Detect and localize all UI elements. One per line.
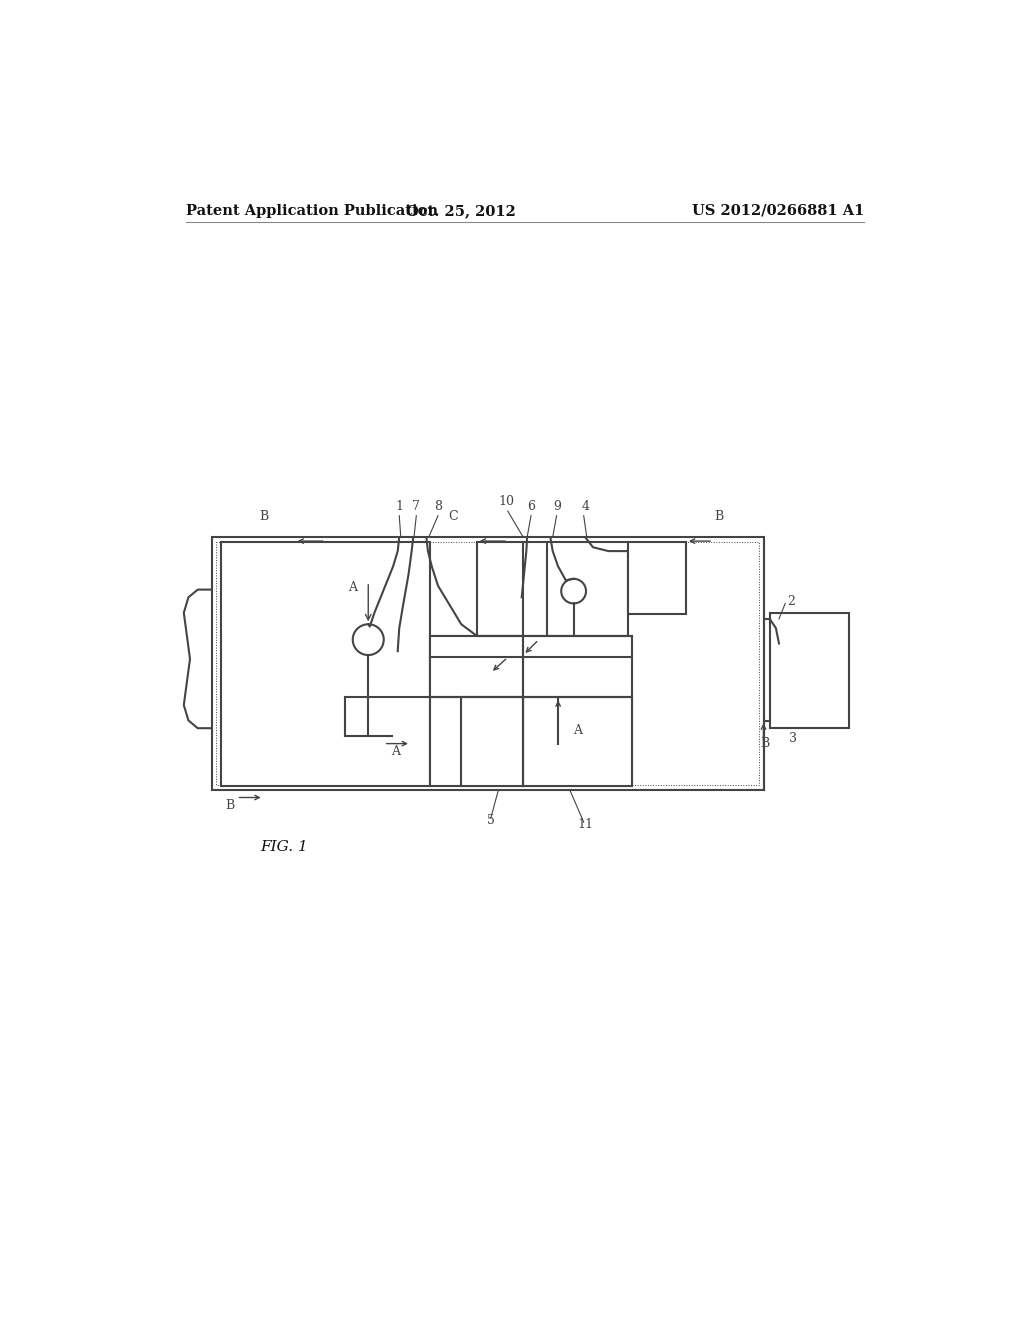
Text: A: A xyxy=(573,725,582,738)
Bar xyxy=(212,537,764,789)
Bar xyxy=(477,543,628,636)
Bar xyxy=(523,697,632,785)
Text: US 2012/0266881 A1: US 2012/0266881 A1 xyxy=(692,203,864,218)
Text: 7: 7 xyxy=(413,499,420,512)
Text: C: C xyxy=(449,511,459,523)
Text: 5: 5 xyxy=(486,814,495,828)
Text: 2: 2 xyxy=(786,595,795,609)
Text: B: B xyxy=(714,511,723,523)
Text: 4: 4 xyxy=(582,499,589,512)
Bar xyxy=(216,543,759,785)
Circle shape xyxy=(561,578,586,603)
Text: 3: 3 xyxy=(788,733,797,744)
Circle shape xyxy=(352,624,384,655)
Text: 11: 11 xyxy=(578,818,593,832)
Text: 6: 6 xyxy=(527,499,535,512)
Text: A: A xyxy=(391,746,400,758)
Bar xyxy=(770,612,849,729)
Text: 1: 1 xyxy=(395,499,403,512)
Text: FIG. 1: FIG. 1 xyxy=(260,841,307,854)
Bar xyxy=(221,543,430,785)
Text: 10: 10 xyxy=(499,495,514,508)
Text: B: B xyxy=(259,511,268,523)
Bar xyxy=(461,697,523,785)
Bar xyxy=(430,636,632,785)
Text: B: B xyxy=(225,799,234,812)
Text: Patent Application Publication: Patent Application Publication xyxy=(186,203,438,218)
Text: B: B xyxy=(761,738,770,751)
Bar xyxy=(430,636,523,697)
Text: Oct. 25, 2012: Oct. 25, 2012 xyxy=(407,203,516,218)
Text: 9: 9 xyxy=(553,499,561,512)
Text: 8: 8 xyxy=(434,499,442,512)
Bar xyxy=(628,543,686,614)
Text: A: A xyxy=(348,581,357,594)
